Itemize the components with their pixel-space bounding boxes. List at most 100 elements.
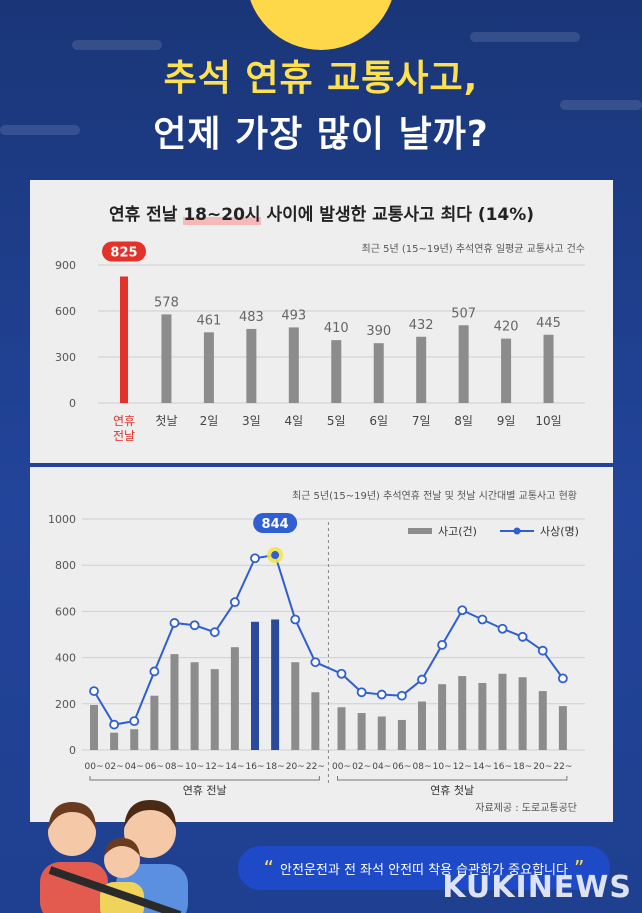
bar [458,325,469,403]
cloud [0,125,80,135]
cloud [470,32,580,42]
bar [518,677,527,750]
x-tick-label: 10~ [433,762,452,772]
chart1-headline: 연휴 전날 18~20시 사이에 발생한 교통사고 최다 (14%) [108,205,535,225]
cloud [72,40,162,50]
x-tick-label: 6일 [369,414,388,428]
data-point [417,674,427,685]
bar [161,314,172,403]
bar [397,719,406,750]
data-point [396,690,407,701]
value-label: 390 [366,324,391,339]
safety-message-text: 안전운전과 전 좌석 안전띠 착용 습관화가 중요합니다 [280,862,568,878]
data-point [229,597,240,608]
x-tick-label: 20~ [286,762,305,772]
value-label-bubble [253,513,298,534]
bar [190,662,199,750]
legend-label: 사상(명) [540,525,579,538]
bar [288,327,299,403]
legend-label: 사고(건) [438,525,477,538]
x-tick-label: 7일 [412,414,431,428]
data-point [376,689,387,700]
x-tick-label: 18~ [513,762,532,772]
group-bracket [337,776,568,781]
x-tick-label: 10일 [535,414,561,428]
close-quote: ” [573,856,585,880]
value-label: 432 [409,318,434,333]
bar [130,729,139,750]
chart1-subtitle: 최근 5년 (15~19년) 추석연휴 일평균 교통사고 건수 [361,244,585,255]
value-label: 410 [324,321,349,336]
y-tick-label: 800 [55,559,76,572]
x-tick-label: 8일 [454,414,473,428]
x-tick-label: 4일 [284,414,303,428]
bar [110,732,119,750]
data-point [149,666,160,677]
x-tick-label: 22~ [553,762,572,772]
bar [377,716,386,750]
x-tick-label: 10~ [185,762,204,772]
legend-line-marker [513,527,521,535]
x-tick-label: 16~ [493,762,512,772]
bar [170,654,179,750]
y-tick-label: 900 [55,259,76,272]
x-tick-label: 9일 [497,414,516,428]
chart2-source: 자료제공 : 도로교통공단 [475,803,577,814]
bar [230,647,239,750]
bar [543,334,554,403]
bar [331,340,342,403]
y-tick-label: 600 [55,305,76,318]
data-point [209,627,220,638]
value-label: 483 [239,310,264,325]
bar [538,691,547,750]
x-tick-label: 5일 [327,414,346,428]
page-title-line2: 언제 가장 많이 날까? [153,114,489,155]
page-title-line1: 추석 연휴 교통사고, [163,58,479,99]
data-point [169,618,180,628]
x-tick-label: 02~ [352,762,371,772]
y-tick-label: 1000 [48,513,76,526]
x-tick-label: 02~ [105,762,124,772]
group-label: 연휴 전날 [183,784,227,797]
value-label: 825 [110,246,137,261]
x-tick-label: 18~ [266,762,285,772]
y-tick-label: 0 [69,744,76,757]
x-tick-label: 00~ [85,762,104,772]
bar [246,328,257,403]
daily-accidents-panel: 연휴 전날 18~20시 사이에 발생한 교통사고 최다 (14%) 최근 5년… [30,180,613,463]
data-point [356,687,367,698]
data-point [129,716,140,727]
bar [438,684,447,750]
data-point [109,719,120,730]
bar [150,695,159,750]
bar [498,673,507,750]
y-tick-label: 400 [55,652,76,665]
bar [478,683,487,750]
x-tick-label: 14~ [473,762,492,772]
bar [90,704,98,750]
chart2-subtitle: 최근 5년(15~19년) 추석연휴 전날 및 첫날 시간대별 교통사고 현황 [291,491,577,502]
bar [357,713,366,750]
x-tick-label: 연휴 [113,414,135,428]
data-point [517,631,528,642]
bar [291,662,300,750]
x-tick-label: 06~ [145,762,164,772]
bar [203,332,214,403]
data-point [557,673,568,684]
data-point [537,645,548,656]
data-point [290,614,301,625]
bar [311,692,320,750]
legend-bar-swatch [408,528,432,534]
x-tick-label: 20~ [533,762,552,772]
bar [120,276,128,403]
bar [416,336,427,403]
value-label: 844 [262,517,289,532]
x-tick-label: 08~ [413,762,432,772]
data-point [457,605,468,616]
open-quote: “ [263,856,275,880]
value-label: 578 [154,295,179,310]
value-label: 420 [494,320,519,335]
data-point [271,551,280,560]
bar [458,676,467,750]
